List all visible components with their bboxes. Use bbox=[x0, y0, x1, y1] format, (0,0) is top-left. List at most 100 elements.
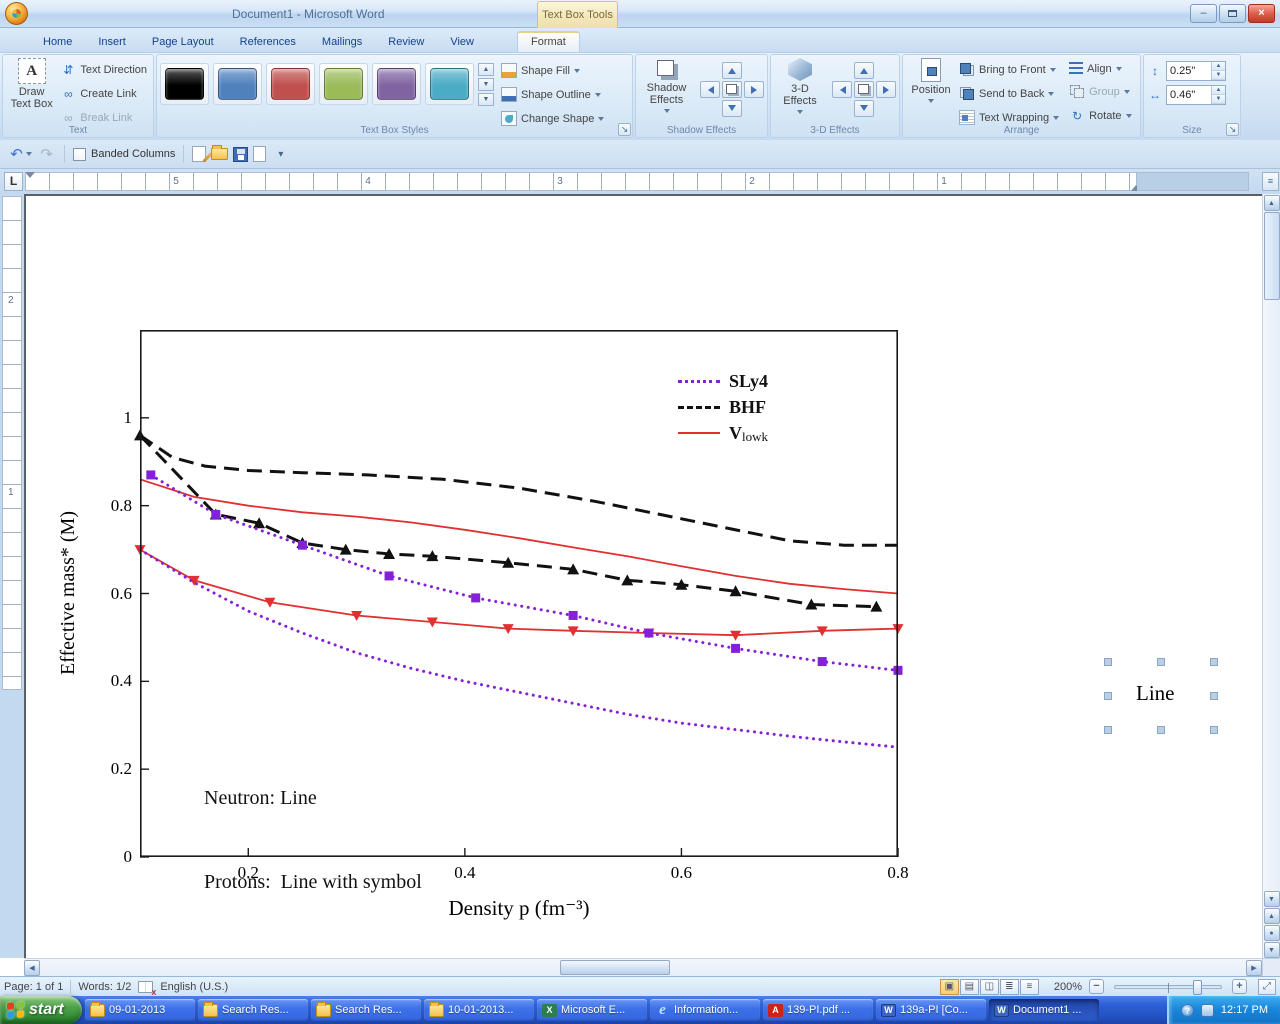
text-box-style-swatch-4[interactable] bbox=[319, 63, 368, 105]
shape-width-input[interactable] bbox=[1167, 86, 1211, 104]
taskbar-button-139a-pi-co[interactable]: W139a-PI [Co... bbox=[876, 999, 986, 1021]
style-scroll-down-button[interactable]: ▼ bbox=[478, 78, 494, 91]
tab-format[interactable]: Format bbox=[517, 31, 580, 52]
draft-view-button[interactable]: ≡ bbox=[1020, 979, 1039, 995]
resize-handle[interactable] bbox=[1157, 658, 1165, 666]
text-box-styles-dialog-launcher[interactable]: ↘ bbox=[618, 123, 631, 136]
taskbar-button-09-01-2013[interactable]: 09-01-2013 bbox=[85, 999, 195, 1021]
resize-handle[interactable] bbox=[1210, 726, 1218, 734]
outline-view-button[interactable]: ≣ bbox=[1000, 979, 1019, 995]
new-page-icon-button[interactable] bbox=[253, 146, 266, 162]
save-icon-button[interactable] bbox=[233, 147, 248, 162]
tab-mailings[interactable]: Mailings bbox=[309, 31, 375, 52]
shape-fill-button[interactable]: Shape Fill bbox=[498, 61, 607, 80]
volume-tray-icon[interactable] bbox=[1201, 1004, 1214, 1017]
resize-handle[interactable] bbox=[1210, 658, 1218, 666]
taskbar-clock[interactable]: 12:17 PM bbox=[1221, 1004, 1268, 1016]
horizontal-ruler[interactable]: 54321 bbox=[25, 172, 1137, 191]
fit-page-button[interactable]: ⤢ bbox=[1258, 979, 1276, 995]
height-increase-button[interactable]: ▲ bbox=[1212, 62, 1225, 71]
scroll-up-button[interactable]: ▲ bbox=[1264, 195, 1280, 211]
full-screen-reading-view-button[interactable]: ▤ bbox=[960, 979, 979, 995]
tab-references[interactable]: References bbox=[227, 31, 309, 52]
text-box-style-swatch-1[interactable] bbox=[160, 63, 209, 105]
select-browse-object-button[interactable]: ● bbox=[1264, 925, 1280, 941]
next-page-button[interactable]: ▼ bbox=[1264, 942, 1280, 958]
start-button[interactable]: start bbox=[0, 996, 82, 1024]
taskbar-button-microsoft-e[interactable]: XMicrosoft E... bbox=[537, 999, 647, 1021]
scroll-left-button[interactable]: ◀ bbox=[24, 960, 40, 976]
open-folder-icon-button[interactable] bbox=[211, 148, 228, 160]
text-box-style-swatch-3[interactable] bbox=[266, 63, 315, 105]
nudge-shadow-up-button[interactable] bbox=[722, 62, 742, 79]
align-button[interactable]: Align bbox=[1066, 60, 1134, 77]
word-count[interactable]: Words: 1/2 bbox=[78, 981, 131, 993]
toolbar-overflow-button[interactable]: ▾ bbox=[271, 145, 290, 164]
taskbar-button-document1[interactable]: WDocument1 ... bbox=[989, 999, 1099, 1021]
indent-marker[interactable] bbox=[25, 172, 35, 183]
scroll-down-button[interactable]: ▼ bbox=[1264, 891, 1280, 907]
3d-effects-button[interactable]: 3-D Effects bbox=[774, 57, 826, 118]
office-button[interactable] bbox=[5, 2, 28, 25]
resize-handle[interactable] bbox=[1104, 692, 1112, 700]
taskbar-button-information[interactable]: eInformation... bbox=[650, 999, 760, 1021]
size-dialog-launcher[interactable]: ↘ bbox=[1226, 123, 1239, 136]
tilt-left-button[interactable] bbox=[832, 81, 852, 98]
zoom-level[interactable]: 200% bbox=[1054, 981, 1082, 993]
group-button[interactable]: Group bbox=[1066, 82, 1134, 101]
view-ruler-toggle-button[interactable]: ≡ bbox=[1262, 172, 1279, 191]
zoom-slider-thumb[interactable] bbox=[1193, 980, 1202, 995]
horizontal-scroll-thumb[interactable] bbox=[560, 960, 670, 975]
web-layout-view-button[interactable]: ◫ bbox=[980, 979, 999, 995]
text-box-style-swatch-5[interactable] bbox=[372, 63, 421, 105]
create-link-button[interactable]: Create Link bbox=[57, 84, 150, 103]
tab-review[interactable]: Review bbox=[375, 31, 437, 52]
rotate-button[interactable]: Rotate bbox=[1066, 106, 1134, 125]
vertical-scroll-thumb[interactable] bbox=[1264, 212, 1280, 300]
bring-to-front-button[interactable]: Bring to Front bbox=[956, 60, 1062, 79]
horizontal-scroll-track[interactable] bbox=[40, 960, 1246, 976]
zoom-out-button[interactable]: − bbox=[1089, 979, 1104, 994]
line-text-box[interactable]: Line bbox=[1108, 662, 1214, 730]
tab-view[interactable]: View bbox=[437, 31, 487, 52]
style-scroll-up-button[interactable]: ▲ bbox=[478, 63, 494, 76]
width-increase-button[interactable]: ▲ bbox=[1212, 86, 1225, 95]
resize-handle[interactable] bbox=[1157, 726, 1165, 734]
taskbar-button-search-res[interactable]: Search Res... bbox=[198, 999, 308, 1021]
position-button[interactable]: Position bbox=[906, 57, 956, 107]
line-text[interactable]: Line bbox=[1136, 681, 1174, 706]
scroll-right-button[interactable]: ▶ bbox=[1246, 960, 1262, 976]
tab-page-layout[interactable]: Page Layout bbox=[139, 31, 227, 52]
tab-home[interactable]: Home bbox=[30, 31, 85, 52]
shape-outline-button[interactable]: Shape Outline bbox=[498, 85, 607, 104]
text-box-style-swatch-2[interactable] bbox=[213, 63, 262, 105]
height-decrease-button[interactable]: ▼ bbox=[1212, 71, 1225, 80]
nudge-shadow-right-button[interactable] bbox=[744, 81, 764, 98]
shape-height-input[interactable] bbox=[1167, 62, 1211, 80]
resize-handle[interactable] bbox=[1104, 726, 1112, 734]
vertical-ruler[interactable]: 21 bbox=[0, 194, 24, 958]
tab-stop-selector[interactable]: L bbox=[4, 172, 23, 191]
3d-on-off-button[interactable] bbox=[854, 81, 874, 98]
zoom-slider[interactable] bbox=[1114, 985, 1222, 989]
tilt-down-button[interactable] bbox=[854, 100, 874, 117]
zoom-in-button[interactable]: + bbox=[1232, 979, 1247, 994]
shadow-effects-button[interactable]: Shadow Effects bbox=[639, 57, 694, 117]
shadow-on-off-button[interactable] bbox=[722, 81, 742, 98]
proofing-status-icon[interactable] bbox=[138, 981, 153, 993]
resize-handle[interactable] bbox=[1104, 658, 1112, 666]
tilt-up-button[interactable] bbox=[854, 62, 874, 79]
print-layout-view-button[interactable]: ▣ bbox=[940, 979, 959, 995]
minimize-button[interactable]: – bbox=[1190, 4, 1217, 23]
horizontal-scrollbar[interactable]: ◀ ▶ bbox=[24, 958, 1262, 976]
tab-insert[interactable]: Insert bbox=[85, 31, 139, 52]
banded-columns-checkbox[interactable] bbox=[73, 148, 86, 161]
draw-text-box-button[interactable]: A Draw Text Box bbox=[6, 57, 57, 111]
width-decrease-button[interactable]: ▼ bbox=[1212, 95, 1225, 104]
taskbar-button-search-res[interactable]: Search Res... bbox=[311, 999, 421, 1021]
vertical-scrollbar[interactable]: ▲ ▼ ▲ ● ▼ bbox=[1262, 194, 1280, 958]
tilt-right-button[interactable] bbox=[876, 81, 896, 98]
redo-button[interactable]: ↷ bbox=[37, 145, 56, 164]
document-page[interactable]: Effective mass* (M) Density p (fm⁻³) SLy… bbox=[24, 194, 1262, 958]
send-to-back-button[interactable]: Send to Back bbox=[956, 84, 1062, 103]
